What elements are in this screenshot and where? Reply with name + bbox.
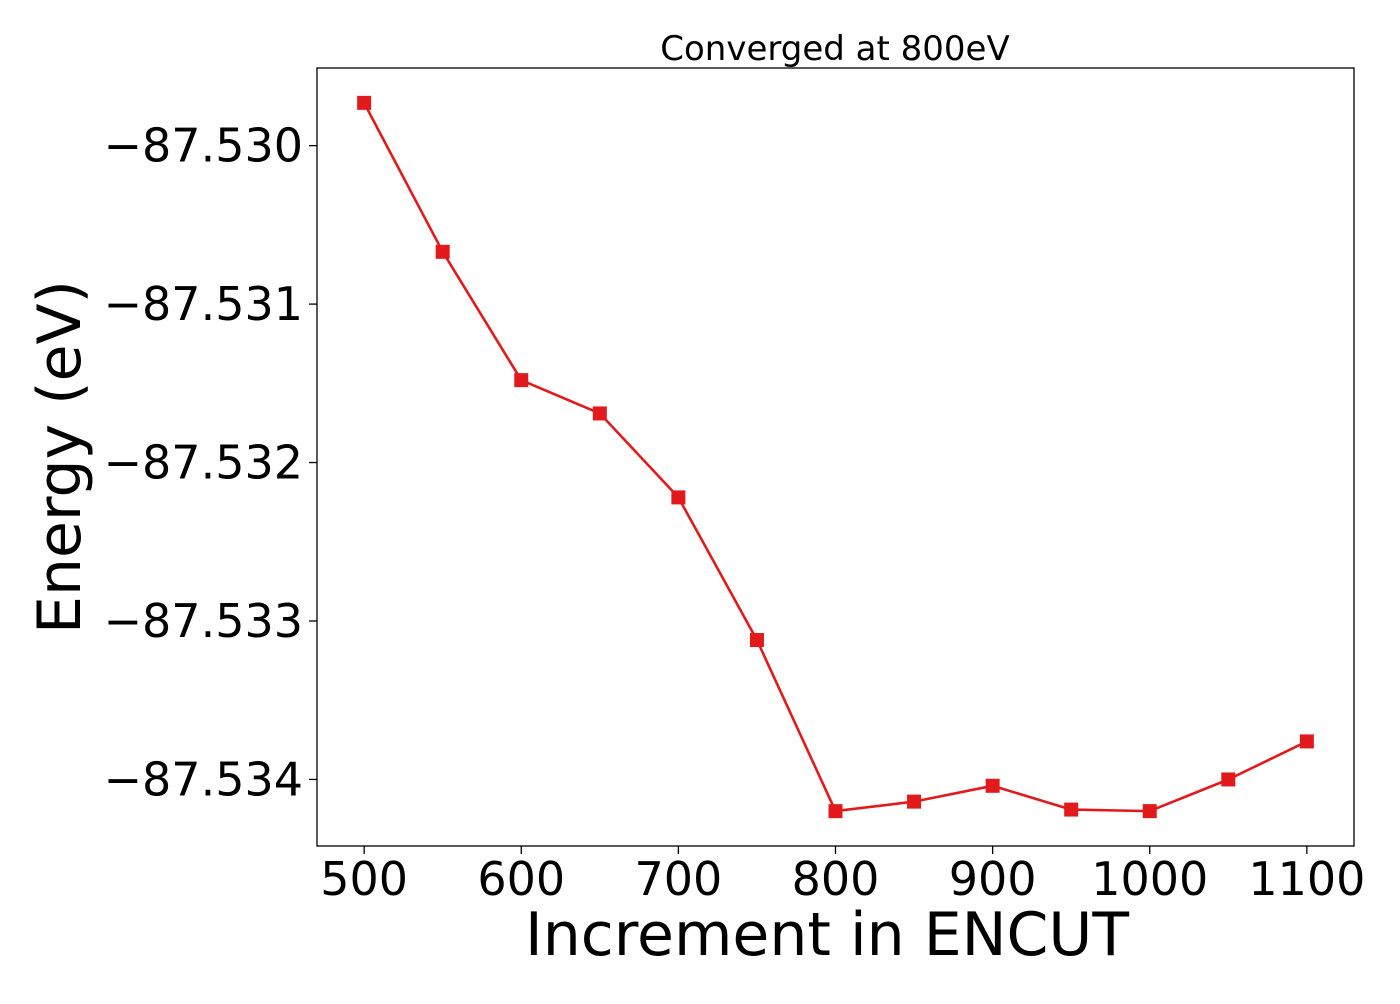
y-tick-label: −87.533 xyxy=(104,594,304,648)
x-tick-label: 600 xyxy=(477,852,565,906)
x-tick-label: 800 xyxy=(792,852,880,906)
x-tick-label: 1000 xyxy=(1091,852,1208,906)
data-point-marker xyxy=(1299,734,1314,749)
data-point-marker xyxy=(357,95,372,110)
x-tick-label: 900 xyxy=(949,852,1037,906)
data-point-marker xyxy=(514,373,529,388)
data-point-marker xyxy=(985,778,1000,793)
plot-frame xyxy=(316,67,1355,847)
x-axis-label: Increment in ENCUT xyxy=(525,900,1129,970)
x-tick-label: 500 xyxy=(320,852,408,906)
data-point-marker xyxy=(1221,772,1236,787)
y-axis-label: Energy (eV) xyxy=(25,280,95,634)
y-tick-label: −87.534 xyxy=(104,752,304,806)
y-tick-label: −87.531 xyxy=(104,277,304,331)
y-tick-label: −87.532 xyxy=(104,436,304,490)
data-point-marker xyxy=(749,633,764,648)
data-point-marker xyxy=(1142,804,1157,819)
data-point-marker xyxy=(907,794,922,809)
x-tick-label: 700 xyxy=(634,852,722,906)
series-line xyxy=(362,102,1308,813)
data-point-marker xyxy=(1064,802,1079,817)
data-point-marker xyxy=(592,406,607,421)
x-axis-ticks: 500 600 700 800 900 1000 1100 xyxy=(320,846,1365,906)
data-point-marker xyxy=(828,804,843,819)
x-tick-label: 1100 xyxy=(1248,852,1365,906)
y-tick-label: −87.530 xyxy=(104,119,304,173)
data-point-marker xyxy=(671,490,686,505)
data-point-marker xyxy=(435,244,450,259)
chart-title: Converged at 800eV xyxy=(660,29,1009,69)
y-axis-ticks: −87.530 −87.531 −87.532 −87.533 −87.534 xyxy=(104,119,317,806)
series-layer xyxy=(357,95,1314,819)
